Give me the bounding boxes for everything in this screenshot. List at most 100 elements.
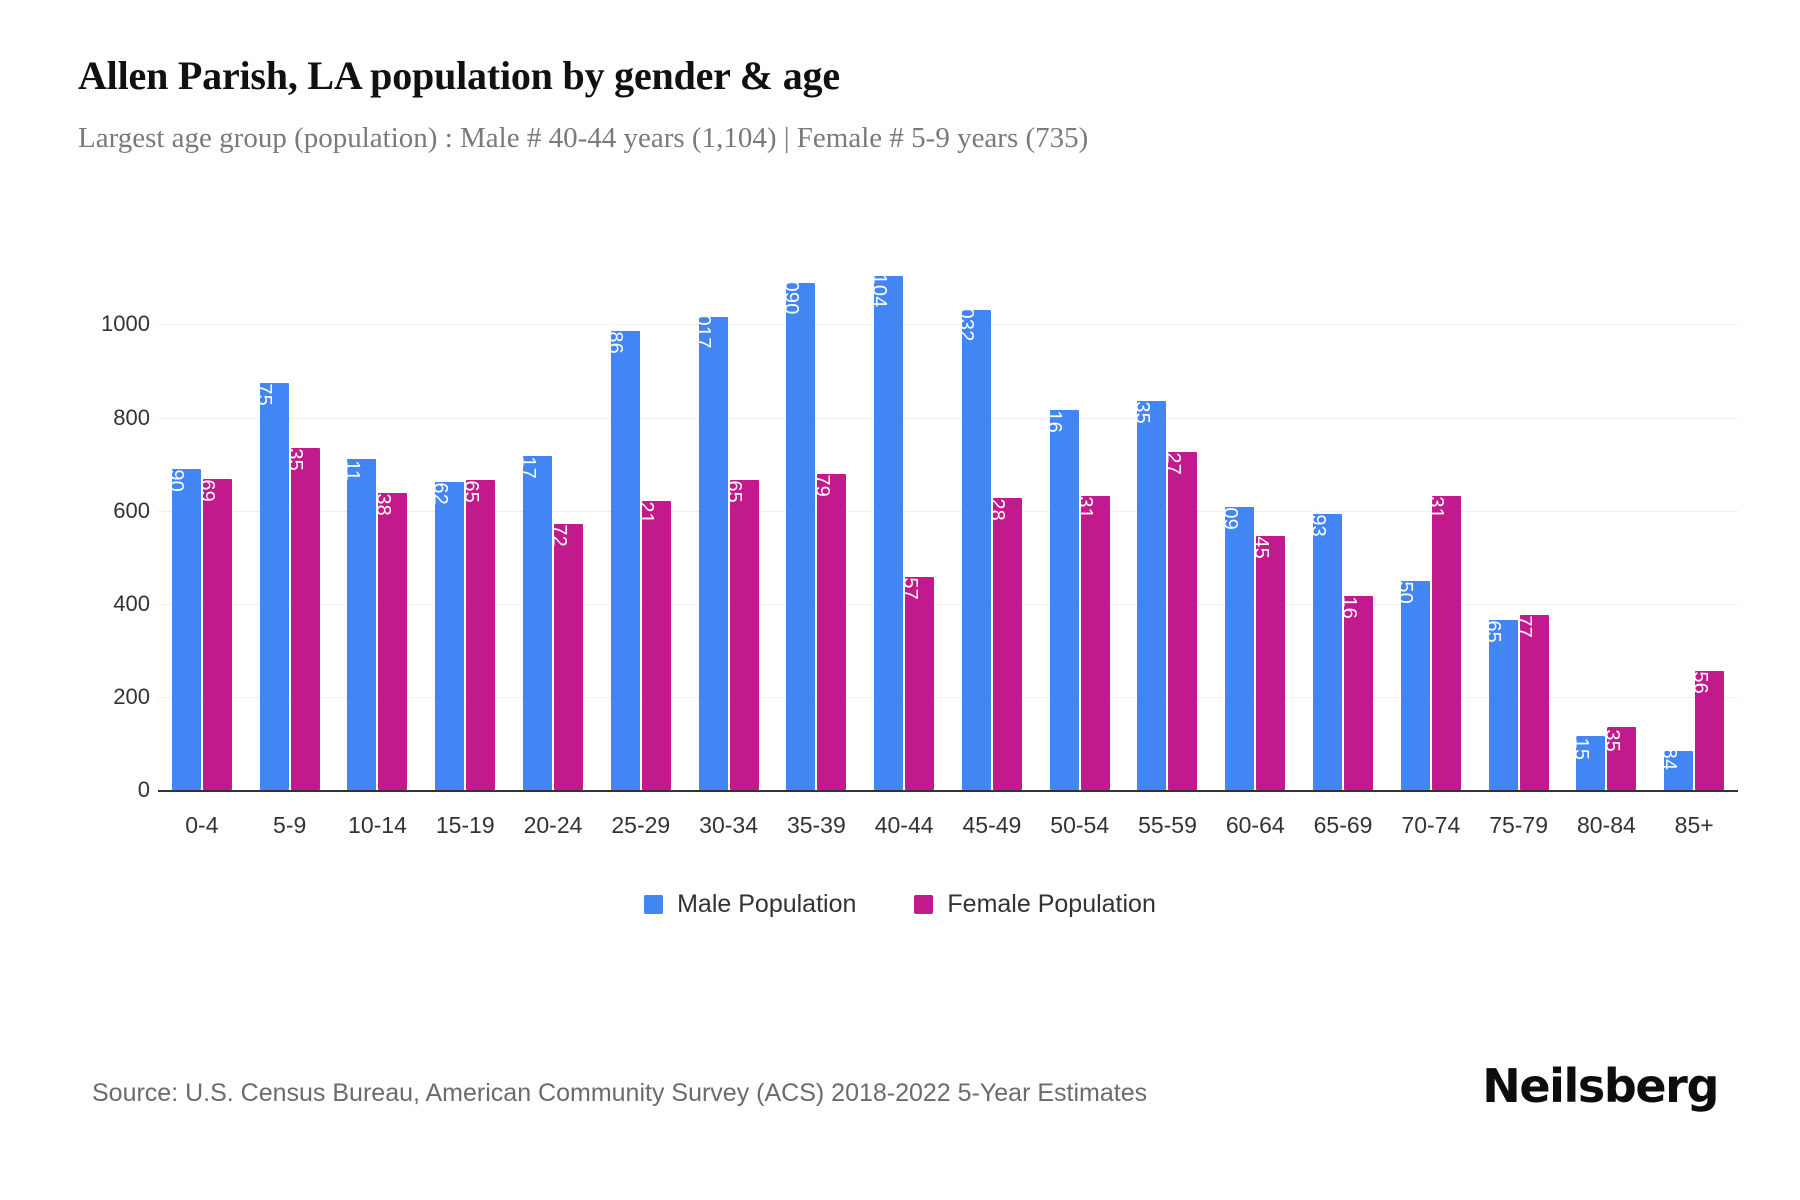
bar-value-label: 628 [986,486,1009,521]
bar-value-label: 1,017 [692,297,715,349]
bar[interactable]: 631 [1425,485,1461,790]
bar[interactable]: 875 [253,372,289,790]
x-axis-tick: 55-59 [1138,812,1197,838]
gridline [158,510,1738,512]
chart-subtitle: Largest age group (population) : Male # … [78,122,1089,155]
bar-value-label: 1,032 [955,290,978,342]
gridline [158,417,1738,419]
bar[interactable]: 621 [635,490,671,790]
legend-swatch-icon [914,895,934,914]
legend-label: Male Population [677,890,857,918]
bar[interactable]: 735 [284,437,320,790]
y-axis-tick: 800 [113,404,150,430]
bar-value-label: 690 [165,457,188,492]
x-axis-tick: 45-49 [962,812,1022,838]
x-axis-tick: 65-69 [1313,812,1373,838]
bar-value-label: 727 [1161,440,1184,475]
bar-value-label: 986 [604,320,627,354]
bar-value-label: 621 [635,489,658,524]
bar-group: 115 135 [1563,250,1651,790]
gridline [158,324,1738,326]
bar[interactable]: 377 [1513,604,1549,790]
bar-value-label: 416 [1337,585,1360,620]
y-axis-tick: 600 [113,497,150,523]
bar-group: 717 572 [509,250,597,790]
bar-group: 609 545 [1211,250,1299,790]
bar[interactable]: 572 [548,513,584,790]
bar[interactable]: 593 [1307,503,1343,790]
bar-value-label: 593 [1306,502,1329,537]
bar-group: 1,032 628 [948,250,1036,790]
gridline [158,603,1738,605]
x-axis: 0-4 5-9 10-14 15-19 20-24 25-29 30-34 35-39 40-4… [158,812,1738,839]
bar[interactable]: 669 [196,468,232,790]
x-axis-tick: 0-4 [185,812,219,838]
y-axis-tick: 200 [113,683,150,709]
bar[interactable]: 662 [429,471,465,790]
bar[interactable]: 450 [1394,570,1430,790]
bar[interactable]: 717 [517,445,553,790]
bar-group: 835 727 [1124,250,1212,790]
bar-value-label: 545 [1249,525,1272,560]
x-axis-tick: 20-24 [523,812,583,838]
bar[interactable]: 679 [811,463,847,790]
bar-value-label: 1,104 [867,256,890,308]
bar-group: 365 377 [1475,250,1563,790]
bar[interactable]: 986 [604,320,640,790]
bar-group: 450 631 [1387,250,1475,790]
x-axis-tick: 5-9 [273,812,307,838]
bar[interactable]: 365 [1482,609,1518,790]
bar-value-label: 835 [1130,390,1153,425]
bar-value-label: 669 [196,467,219,502]
bar[interactable]: 638 [372,482,408,790]
bar[interactable]: 256 [1689,660,1725,790]
chart-footer: Source: U.S. Census Bureau, American Com… [0,1059,1800,1155]
bar[interactable]: 665 [460,469,496,790]
brand-logo: Neilsberg [1482,1059,1719,1113]
bar-value-label: 572 [547,512,570,547]
bar[interactable]: 84 [1658,748,1694,790]
bar[interactable]: 628 [986,487,1022,790]
bar-value-label: 115 [1569,728,1592,761]
bar[interactable]: 816 [1043,399,1079,790]
bar[interactable]: 1,017 [692,297,728,790]
bar-group: 1,090 679 [772,250,860,790]
bar[interactable]: 1,032 [955,290,991,790]
bar[interactable]: 416 [1338,585,1374,790]
bar[interactable]: 115 [1570,728,1606,790]
x-axis-tick: 75-79 [1489,812,1549,838]
bar-value-label: 450 [1394,569,1417,604]
bar-value-label: 638 [371,482,394,516]
bar-value-label: 679 [810,462,833,497]
y-axis: 0 200 400 600 800 1000 [78,250,150,802]
axis-baseline [158,790,1738,792]
bar[interactable]: 711 [341,449,377,790]
bar-value-label: 717 [516,445,539,480]
bar[interactable]: 545 [1250,525,1286,790]
bar-value-label: 377 [1513,603,1536,638]
bar[interactable]: 135 [1601,718,1637,790]
bar[interactable]: 690 [165,458,201,790]
bar[interactable]: 727 [1162,441,1198,790]
x-axis-tick: 30-34 [699,812,758,838]
x-axis-tick: 85+ [1674,812,1714,838]
bar[interactable]: 631 [1074,485,1110,790]
chart-header: Allen Parish, LA population by gender & … [78,52,1718,156]
plot-area: 0 200 400 600 800 1000 690 669 875 735 711 638 662 6… [0,250,1800,810]
bar-value-label: 665 [723,469,746,504]
x-axis-tick: 40-44 [874,812,934,838]
legend-item-male[interactable]: Male Population [644,890,856,919]
bar[interactable]: 835 [1131,390,1167,790]
x-axis-tick: 10-14 [348,812,407,838]
bar[interactable]: 1,090 [780,263,816,790]
bar[interactable]: 609 [1219,496,1255,790]
bar-groups: 690 669 875 735 711 638 662 665 717 572 986 621 1,01… [158,250,1738,790]
legend-item-female[interactable]: Female Population [914,890,1156,919]
bar-value-label: 256 [1688,659,1711,694]
bar[interactable]: 665 [723,469,759,790]
bar[interactable]: 1,104 [868,257,904,790]
bar-value-label: 816 [1043,399,1066,434]
bar-value-label: 1,090 [779,263,802,315]
bar[interactable]: 457 [899,566,935,790]
